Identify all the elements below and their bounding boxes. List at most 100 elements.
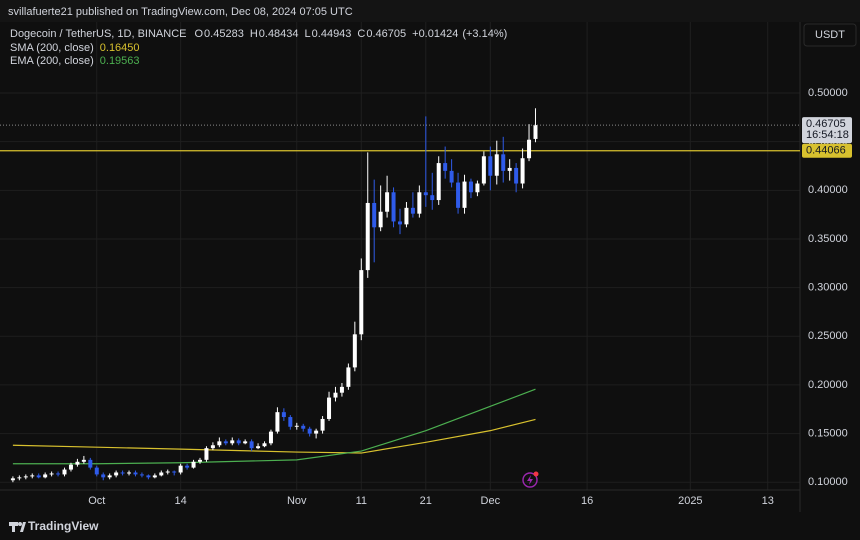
legend-title: Dogecoin / TetherUS, 1D, BINANCE [10, 28, 186, 40]
candle-body [114, 472, 119, 476]
logo-part [9, 522, 18, 526]
y-tick-label: 0.40000 [808, 184, 848, 196]
currency[interactable]: USDT [815, 29, 845, 41]
candle-body [133, 472, 138, 475]
candle-body [198, 459, 202, 462]
plot [0, 108, 800, 483]
candle-body [294, 425, 299, 427]
candle-body [372, 202, 377, 228]
candle-body [172, 471, 177, 473]
legend-change-pct: (+3.14%) [462, 28, 507, 40]
candle-body [165, 471, 170, 473]
candle-body [262, 443, 267, 447]
candle-body [94, 467, 99, 475]
candle-body [533, 125, 538, 139]
candle-body [507, 167, 512, 171]
level-label: 0.44066 [806, 145, 846, 157]
last-price-label: 0.46705 [806, 118, 846, 130]
legend-value: 0.46705 [366, 28, 406, 40]
candle-body [43, 474, 48, 478]
candle-body [107, 475, 112, 478]
x-tick-label: 16 [581, 495, 593, 507]
candle-body [230, 440, 235, 444]
candle-body [436, 163, 441, 201]
candle-body [417, 192, 422, 214]
candle-body [307, 428, 312, 434]
candle-body [217, 441, 222, 446]
logo-part [20, 522, 26, 532]
candle-body [88, 459, 93, 468]
candle-body [75, 461, 80, 465]
candle-body [281, 412, 286, 418]
icon-bolt [527, 475, 533, 485]
candle-body [352, 334, 357, 368]
candle-body [365, 202, 370, 271]
candle-body [23, 476, 28, 478]
candle-body [462, 181, 467, 208]
x-tick-label: Nov [287, 495, 307, 507]
candle-body [10, 478, 15, 481]
currency-button[interactable] [803, 23, 857, 47]
candle-body [68, 464, 73, 470]
brand-name: TradingView [28, 519, 99, 533]
legend-change: +0.01424 [412, 28, 458, 40]
candle-body [178, 465, 183, 473]
candle-body [456, 182, 461, 208]
candle-body [527, 139, 532, 159]
candle-body [249, 441, 254, 449]
indicator-name: EMA (200, close) [10, 55, 94, 67]
publish-note: svillafuerte21 published on TradingView.… [8, 6, 353, 18]
icon-dot [533, 471, 539, 477]
candle-body [275, 412, 280, 432]
x-tick-label: 11 [356, 495, 367, 507]
indicator-line [12, 388, 536, 465]
candle-body [378, 211, 383, 228]
legend-field: C [357, 28, 365, 40]
candle-body [468, 181, 473, 193]
candle-body [256, 446, 261, 449]
candle-body [191, 461, 196, 468]
logo-part [18, 522, 22, 526]
candle-body [127, 472, 132, 474]
grid [0, 22, 800, 490]
x-tick-label: 2025 [678, 495, 702, 507]
y-tick-label: 0.15000 [808, 427, 848, 439]
candle-body [210, 445, 215, 449]
brand-logo [9, 522, 26, 532]
candle-body [333, 392, 338, 398]
candle-body [81, 459, 86, 462]
candle-body [62, 469, 67, 475]
candle-body [159, 472, 164, 476]
x-tick-label: Dec [481, 495, 501, 507]
candle-body [17, 477, 22, 479]
candle-body [288, 417, 293, 427]
candle-body [139, 474, 144, 476]
candle-body [243, 441, 248, 444]
candle-body [443, 163, 448, 171]
candle-body [520, 158, 525, 184]
legend-value: 0.48434 [259, 28, 299, 40]
x-tick-label: 21 [420, 495, 432, 507]
candle-body [30, 475, 35, 477]
y-tick-label: 0.50000 [808, 87, 848, 99]
lightning-icon[interactable] [522, 471, 539, 488]
y-tick-label: 0.35000 [808, 233, 848, 245]
y-tick-label: 0.20000 [808, 379, 848, 391]
candle-body [146, 475, 151, 478]
candle-body [101, 474, 106, 478]
candle-body [475, 183, 480, 193]
legend-value: 0.44943 [312, 28, 352, 40]
candle-body [314, 430, 319, 434]
candle-body [152, 475, 157, 478]
y-tick-label: 0.25000 [808, 330, 848, 342]
candle-body [494, 154, 499, 176]
candle-body [236, 440, 241, 444]
x-tick-label: Oct [88, 495, 105, 507]
x-tick-label: 13 [762, 495, 774, 507]
candle-body [301, 425, 306, 429]
candle-body [514, 167, 519, 184]
candle-body [501, 154, 506, 171]
header-bar [0, 0, 860, 22]
candle-body [359, 270, 364, 335]
